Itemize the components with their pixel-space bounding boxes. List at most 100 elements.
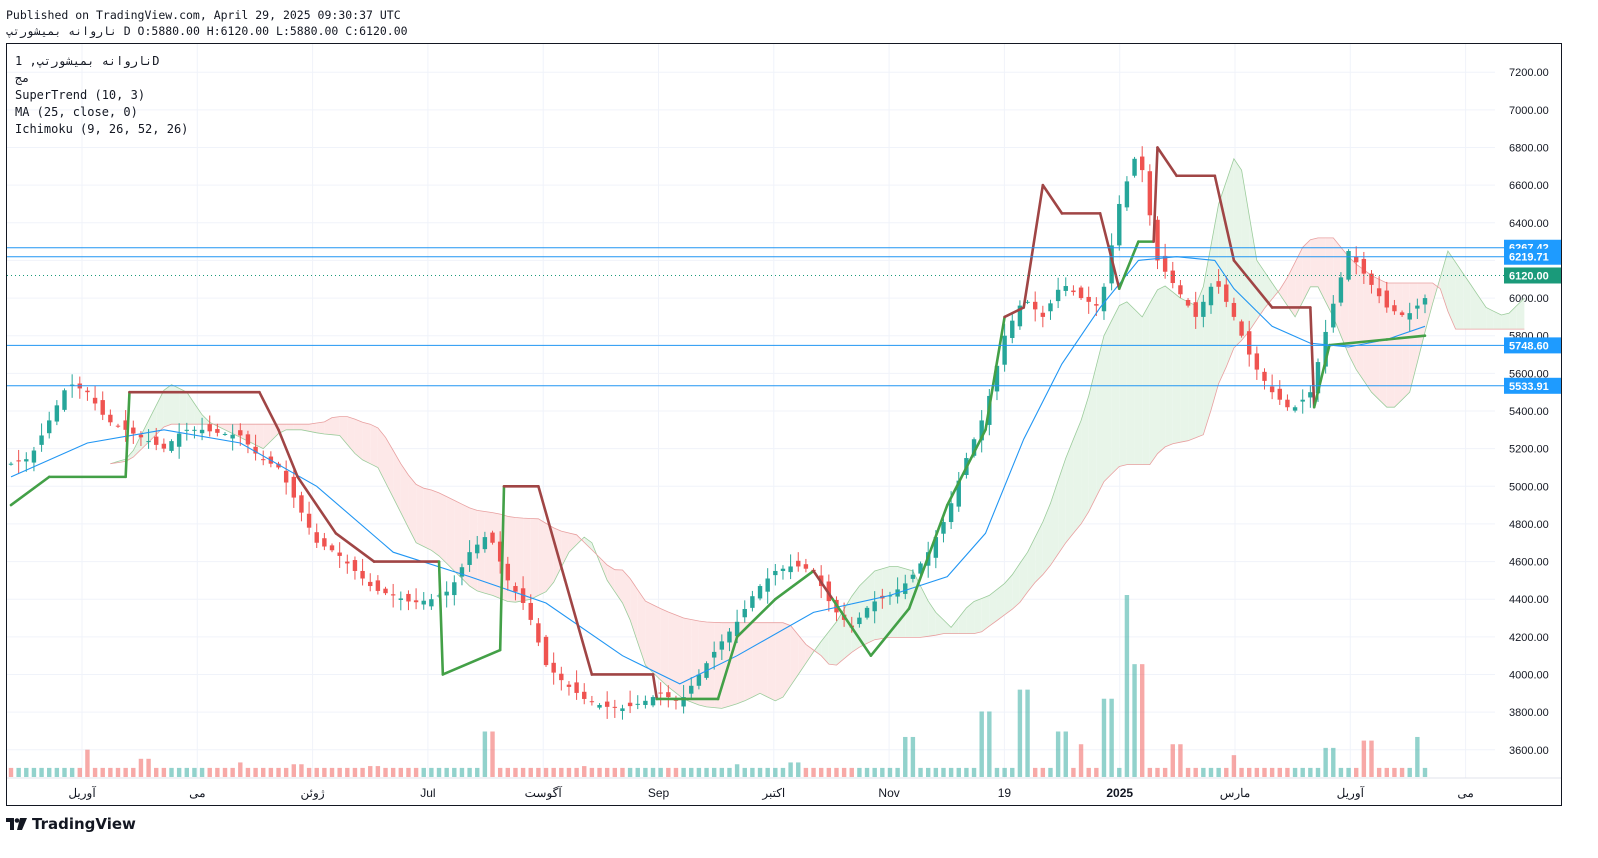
candle-body [39,435,44,445]
ichimoku-cloud-segment [744,622,753,701]
candle-body [497,541,503,562]
x-tick-label: آوریل [1337,785,1365,800]
ichimoku-cloud-segment [217,424,226,430]
candle-body [979,420,984,441]
volume-bar [1224,767,1229,777]
ichimoku-cloud-segment [1012,563,1020,610]
ichimoku-cloud-segment [1363,269,1372,393]
ichimoku-cloud-segment [1058,458,1066,555]
ichimoku-cloud-segment [469,507,478,591]
ichimoku-cloud-segment [1218,181,1227,384]
candle-body [994,365,1000,392]
ichimoku-cloud-segment [790,625,799,686]
candle-body [734,621,740,637]
supertrend-line [1098,212,1121,290]
volume-bar [1048,767,1053,777]
ichimoku-cloud-segment [1027,537,1036,592]
supertrend-line [869,607,911,657]
legend-ichimoku[interactable]: Ichimoku (9, 26, 52, 26) [15,122,189,136]
candle-body [1392,305,1397,312]
volume-bar [1392,767,1397,777]
ichimoku-cloud-segment [179,388,187,425]
ichimoku-cloud-segment [148,405,157,443]
supertrend-line [258,390,280,432]
chart-frame[interactable]: 3600.00 3800.00 4000.00 4200.00 4400.00 4600.… [6,43,1562,806]
ichimoku-cloud-segment [1172,292,1181,444]
candle-body [375,580,381,591]
ichimoku-cloud-segment [377,427,386,483]
volume-bar [131,767,136,777]
ichimoku-cloud-segment [974,598,982,634]
volume-bar [1132,664,1137,777]
volume-bar [620,767,625,777]
price-label-box [1504,377,1561,394]
candle-body [176,433,182,447]
volume-bar [329,767,335,777]
candle-body [1292,407,1298,411]
candle-body [505,563,511,581]
volume-bar [161,767,167,777]
candle-body [24,459,29,462]
volume-bar [108,767,113,777]
y-tick-label: 4200.00 [1509,632,1549,644]
volume-bar [345,767,350,777]
legend-exchange: مج [15,71,30,85]
ichimoku-cloud-segment [1226,158,1234,367]
legend-ma[interactable]: MA (25, close, 0) [15,105,138,119]
volume-bar [421,767,426,777]
volume-bar [1178,744,1183,777]
candle-body [513,586,518,592]
candle-body [971,439,977,456]
volume-bar [154,767,159,777]
volume-bar [490,731,495,777]
volume-bar [1331,747,1336,777]
ichimoku-cloud-segment [568,532,577,553]
y-tick-label: 5000.00 [1509,481,1549,493]
ichimoku-cloud-segment [1050,480,1059,566]
volume-bar [176,767,182,777]
legend-symbol[interactable]: ناروانه بمیشورتپ, 1D [15,54,160,68]
volume-bar [1300,767,1305,777]
volume-bar [1201,767,1206,777]
ichimoku-cloud-segment [301,424,310,432]
supertrend-line [774,569,815,601]
supertrend-line [651,673,659,701]
volume-bar [268,767,274,777]
ichimoku-cloud-segment [798,634,806,675]
x-tick-label: اکتبر [761,786,785,800]
volume-bar [406,767,411,777]
volume-bar [1147,767,1153,777]
candle-body [1323,331,1328,367]
volume-bar [1017,689,1023,777]
candle-body [658,692,663,694]
supertrend-line [1385,334,1427,341]
ichimoku-cloud-segment [675,615,684,699]
candle-body [1422,298,1428,305]
volume-bar [199,767,205,777]
volume-bar [375,766,381,777]
supertrend-line [831,597,873,657]
volume-bar [841,767,847,777]
ichimoku-cloud-segment [1004,574,1013,615]
volume-bar [207,767,212,777]
volume-bar [1193,767,1198,777]
legend-supertrend[interactable]: SuperTrend (10, 3) [15,88,146,102]
ichimoku-cloud-segment [194,403,203,425]
candle-body [138,434,144,438]
ichimoku-cloud-segment [1249,215,1257,332]
candle-body [1140,156,1145,171]
candle-body [635,703,640,705]
ichimoku-cloud-segment [324,417,333,435]
volume-bar [796,762,801,777]
volume-bar [1071,767,1076,777]
candle-body [1262,371,1267,381]
tradingview-logo[interactable]: TradingView [6,815,136,833]
price-label-text: 5533.91 [1509,381,1549,393]
ichimoku-cloud-segment [133,435,141,458]
volume-bar [1361,740,1367,777]
volume-bar [62,767,67,777]
candle-body [1331,303,1336,328]
price-chart[interactable]: 3600.00 3800.00 4000.00 4200.00 4400.00 4600.… [7,44,1561,805]
candle-body [1162,255,1168,272]
price-label-box [1504,248,1561,265]
